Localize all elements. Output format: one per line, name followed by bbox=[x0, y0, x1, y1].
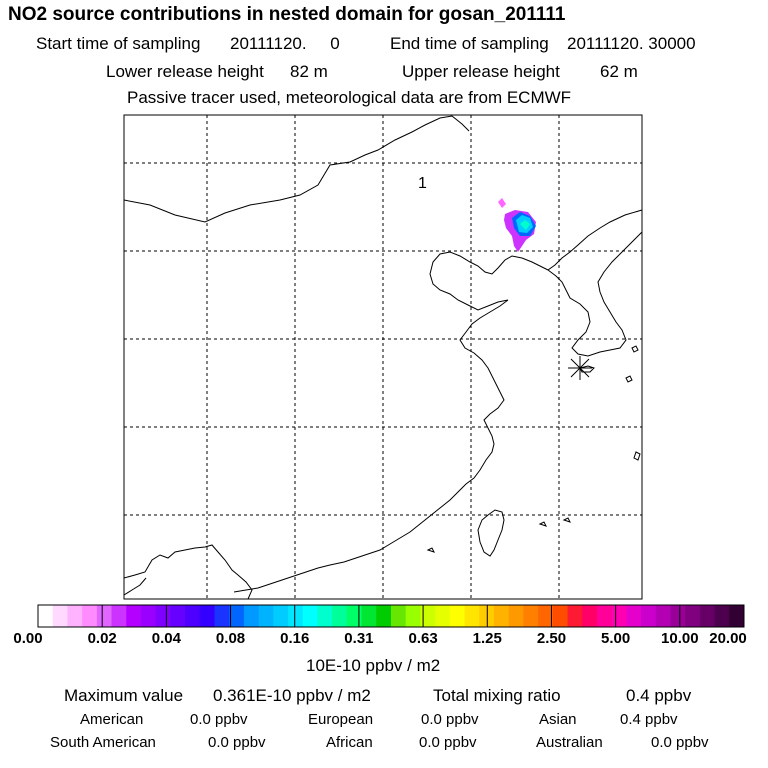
colorbar-segment bbox=[82, 605, 98, 627]
colorbar-segment bbox=[641, 605, 657, 627]
colorbar-segment bbox=[714, 605, 730, 627]
colorbar-tick-label: 10.00 bbox=[661, 630, 699, 647]
colorbar-segment bbox=[52, 605, 68, 627]
colorbar-segment bbox=[96, 605, 113, 627]
colorbar bbox=[37, 605, 745, 627]
colorbar-segment bbox=[38, 605, 54, 627]
max-value-label: Maximum value bbox=[64, 686, 184, 705]
colorbar-tick-label: 0.04 bbox=[151, 630, 181, 647]
upper-height-label: Upper release height bbox=[402, 62, 560, 81]
colorbar-tick-label: 0.08 bbox=[215, 630, 246, 647]
total-mixing-value: 0.4 ppbv bbox=[626, 686, 692, 705]
south-american-label: South American bbox=[50, 734, 156, 751]
colorbar-segment bbox=[391, 605, 407, 627]
african-value: 0.0 ppbv bbox=[419, 734, 477, 751]
colorbar-segment bbox=[199, 605, 215, 627]
colorbar-segment bbox=[346, 605, 363, 627]
colorbar-tick-label: 5.00 bbox=[601, 630, 631, 647]
colorbar-segment bbox=[699, 605, 716, 627]
plume bbox=[498, 198, 536, 252]
colorbar-segment bbox=[449, 605, 466, 627]
colorbar-segment bbox=[582, 605, 598, 627]
american-label: American bbox=[80, 711, 144, 728]
european-label: European bbox=[308, 711, 374, 728]
colorbar-tick-label: 0.63 bbox=[408, 630, 438, 647]
coastlines bbox=[123, 115, 643, 600]
colorbar-segment bbox=[420, 605, 436, 627]
colorbar-segment bbox=[405, 605, 421, 627]
colorbar-segment bbox=[523, 605, 539, 627]
african-label: African bbox=[326, 734, 373, 751]
colorbar-segment bbox=[596, 605, 613, 627]
colorbar-segment bbox=[317, 605, 333, 627]
colorbar-tick-label: 20.00 bbox=[709, 630, 747, 647]
end-time-value: 20111120. 30000 bbox=[567, 34, 696, 53]
australian-label: Australian bbox=[536, 734, 603, 751]
colorbar-tick-label: 1.25 bbox=[472, 630, 502, 647]
lower-height-label: Lower release height bbox=[106, 62, 264, 81]
colorbar-segment bbox=[552, 605, 568, 627]
colorbar-segment bbox=[185, 605, 201, 627]
colorbar-segment bbox=[155, 605, 171, 627]
region-number: 1 bbox=[418, 175, 427, 192]
colorbar-segment bbox=[611, 605, 627, 627]
colorbar-segment bbox=[729, 605, 745, 627]
australian-value: 0.0 ppbv bbox=[651, 734, 709, 751]
graticule bbox=[124, 115, 642, 599]
colorbar-segment bbox=[538, 605, 554, 627]
colorbar-segment bbox=[140, 605, 157, 627]
colorbar-segment bbox=[670, 605, 686, 627]
receptor-asterisk-icon bbox=[568, 356, 592, 380]
asian-value: 0.4 ppbv bbox=[620, 711, 678, 728]
south-american-value: 0.0 ppbv bbox=[208, 734, 266, 751]
colorbar-segment bbox=[655, 605, 671, 627]
colorbar-segment bbox=[229, 605, 245, 627]
colorbar-segment bbox=[258, 605, 274, 627]
colorbar-segment bbox=[214, 605, 230, 627]
colorbar-segment bbox=[302, 605, 318, 627]
colorbar-segment bbox=[288, 605, 304, 627]
tracer-info: Passive tracer used, meteorological data… bbox=[127, 88, 572, 107]
colorbar-segment bbox=[685, 605, 701, 627]
colorbar-tick-label: 0.02 bbox=[87, 630, 117, 647]
colorbar-tick-label: 0.00 bbox=[13, 630, 43, 647]
colorbar-segment bbox=[170, 605, 186, 627]
colorbar-tick-label: 0.31 bbox=[344, 630, 374, 647]
asian-label: Asian bbox=[539, 711, 577, 728]
colorbar-segment bbox=[376, 605, 392, 627]
end-time-label: End time of sampling bbox=[390, 34, 549, 53]
colorbar-segment bbox=[567, 605, 583, 627]
colorbar-segment bbox=[67, 605, 83, 627]
colorbar-segment bbox=[332, 605, 348, 627]
colorbar-segment bbox=[111, 605, 127, 627]
colorbar-segment bbox=[243, 605, 260, 627]
upper-height-value: 62 m bbox=[600, 62, 638, 81]
colorbar-segment bbox=[464, 605, 480, 627]
colorbar-segment bbox=[273, 605, 289, 627]
european-value: 0.0 ppbv bbox=[421, 711, 479, 728]
colorbar-segment bbox=[435, 605, 451, 627]
start-time-value: 20111120. 0 bbox=[230, 34, 340, 53]
total-mixing-label: Total mixing ratio bbox=[433, 686, 561, 705]
colorbar-segment bbox=[361, 605, 377, 627]
colorbar-tick-label: 0.16 bbox=[280, 630, 310, 647]
colorbar-segment bbox=[508, 605, 524, 627]
start-time-label: Start time of sampling bbox=[36, 34, 201, 53]
colorbar-segment bbox=[493, 605, 510, 627]
colorbar-segment bbox=[126, 605, 142, 627]
max-value: 0.361E-10 ppbv / m2 bbox=[213, 686, 371, 705]
colorbar-tick-label: 2.50 bbox=[536, 630, 567, 647]
colorbar-frame bbox=[37, 604, 745, 628]
colorbar-segment bbox=[626, 605, 642, 627]
american-value: 0.0 ppbv bbox=[190, 711, 248, 728]
colorbar-unit: 10E-10 ppbv / m2 bbox=[306, 656, 441, 675]
chart-title: NO2 source contributions in nested domai… bbox=[8, 4, 566, 25]
lower-height-value: 82 m bbox=[290, 62, 328, 81]
